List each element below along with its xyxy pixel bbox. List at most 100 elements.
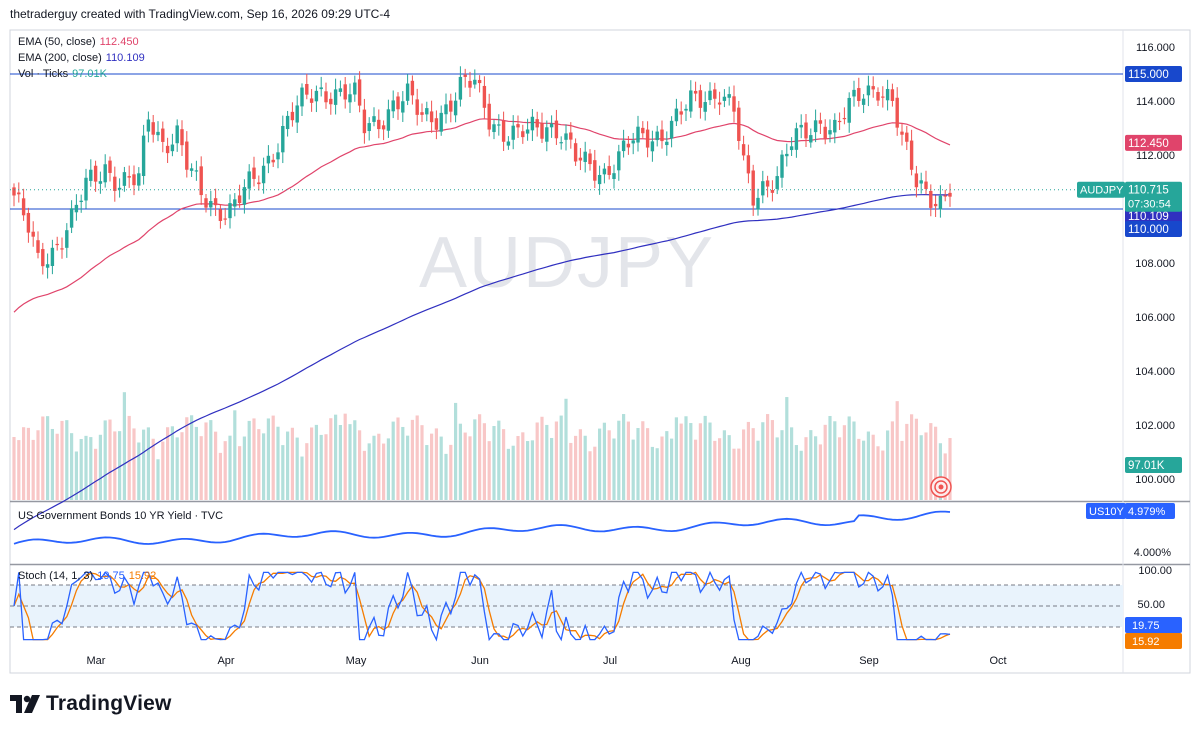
candle-body [31, 231, 35, 237]
volume-bar [113, 431, 117, 500]
candle-body [26, 212, 31, 233]
candle-body [573, 143, 578, 162]
volume-bar [727, 435, 731, 500]
volume-bar [569, 442, 573, 500]
candle-body [45, 264, 50, 268]
candle-body [60, 248, 64, 250]
legend-us10y[interactable]: US Government Bonds 10 YR Yield · TVC [18, 509, 223, 524]
candle-body [780, 154, 784, 178]
volume-bar [535, 422, 539, 500]
candle-body [439, 112, 443, 132]
legend-ema200[interactable]: EMA (200, close) 110.109 [18, 51, 145, 66]
candle-body [540, 123, 544, 139]
volume-bar [137, 442, 141, 500]
volume-bar [396, 417, 400, 500]
candle-body [353, 82, 357, 95]
candle-body [890, 89, 895, 101]
volume-bar [204, 422, 208, 500]
volume-bar [290, 427, 294, 500]
tradingview-logo[interactable]: TradingView [10, 692, 172, 716]
month-tick-label: May [346, 655, 367, 667]
alert-marker-icon [930, 476, 952, 498]
candle-body [809, 135, 813, 143]
candle-body [727, 94, 731, 98]
price-tick-label: 100.000 [1135, 474, 1175, 486]
stoch-k-line [13, 570, 951, 642]
stoch-label: Stoch (14, 1, 3) [18, 570, 94, 582]
candle-body [785, 153, 789, 157]
ema200-badge: 110.109 [1125, 208, 1182, 225]
candle-body [434, 118, 439, 130]
candle-body [21, 198, 26, 216]
stoch-d-badge [1125, 633, 1182, 649]
candle-body [794, 128, 799, 150]
candle-body [929, 190, 933, 208]
candle-body [569, 132, 573, 140]
volume-bar [132, 428, 136, 500]
volume-bar [828, 415, 832, 500]
candle-body [290, 111, 295, 121]
volume-bar [382, 443, 386, 500]
volume-bar [919, 435, 923, 500]
candle-body [156, 131, 160, 136]
candle-body [741, 144, 746, 156]
volume-bar [948, 438, 952, 500]
volume-bar [391, 421, 395, 500]
candle-body [367, 123, 371, 132]
candle-body [837, 120, 842, 123]
volume-bar [377, 433, 381, 500]
candle-body [84, 177, 88, 201]
stoch-tick-label: 50.00 [1137, 599, 1165, 611]
candle-body [602, 168, 607, 175]
candle-body [161, 128, 165, 142]
candle-body [425, 108, 429, 115]
volume-bar [814, 436, 818, 500]
candle-body [799, 124, 803, 128]
candle-body [218, 209, 223, 221]
ema50-badge: 112.450 [1125, 134, 1182, 151]
candle-body [194, 170, 199, 172]
volume-bar [70, 433, 74, 500]
volume-bar [895, 401, 899, 500]
volume-bar [449, 444, 453, 500]
candles [12, 66, 952, 279]
volume-bar [338, 425, 342, 500]
volume-bar [170, 426, 174, 500]
candle-body [122, 172, 127, 186]
volume-bar [679, 423, 683, 500]
month-tick-label: Sep [859, 655, 879, 667]
stoch-d-value: 15.92 [128, 570, 157, 582]
volume-bar [526, 441, 530, 500]
legend-volume[interactable]: Vol · Ticks 97.01K [18, 67, 107, 82]
candle-body [842, 117, 847, 120]
month-tick-label: Jul [603, 655, 617, 667]
svg-text:110.000: 110.000 [1128, 224, 1169, 236]
candle-body [818, 120, 823, 124]
candle-body [919, 180, 923, 184]
candle-body [746, 155, 751, 174]
candle-body [506, 141, 511, 146]
candle-body [468, 80, 472, 88]
volume-bar [881, 450, 885, 500]
candle-body [501, 120, 506, 142]
candle-body [559, 142, 563, 144]
candle-body [132, 174, 136, 186]
candle-body [857, 88, 861, 101]
volume-bar [430, 433, 434, 500]
candle-body [521, 131, 525, 138]
volume-bar [636, 428, 640, 500]
us10y-value-badge [1125, 503, 1175, 519]
legend-stoch[interactable]: Stoch (14, 1, 3) 19.75 15.92 [18, 569, 156, 584]
legend-ema50[interactable]: EMA (50, close) 112.450 [18, 35, 139, 50]
volume-bar [842, 425, 846, 500]
candle-body [257, 182, 261, 185]
candle-body [866, 85, 871, 96]
volume-bar [65, 420, 69, 500]
volume-bar [732, 448, 736, 500]
volume-bar [314, 424, 318, 500]
candle-body [713, 89, 717, 99]
volume-bar [209, 420, 213, 500]
volume-bar [588, 451, 592, 500]
candle-body [319, 87, 323, 90]
